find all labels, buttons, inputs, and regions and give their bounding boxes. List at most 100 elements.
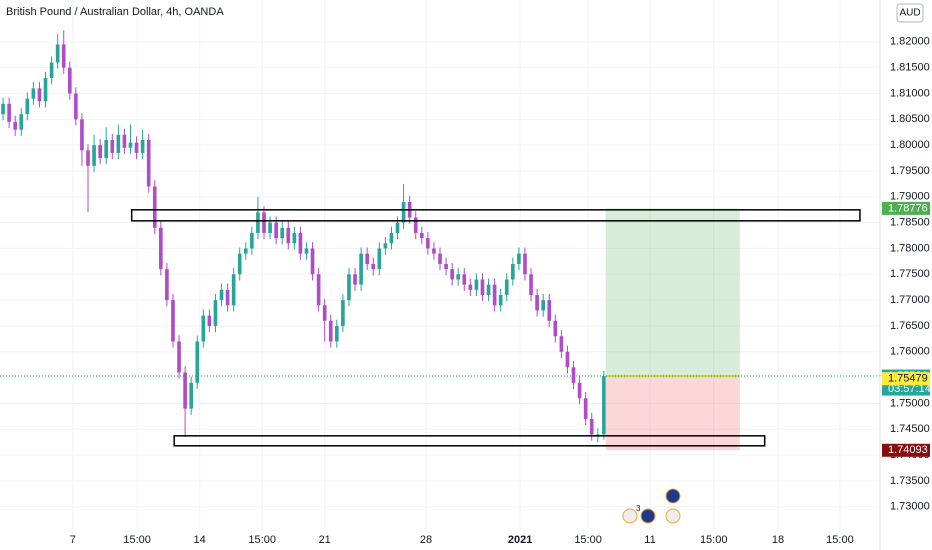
candle-body xyxy=(13,121,17,130)
y-tick-label: 1.76500 xyxy=(890,320,930,332)
x-tick-label: 15:00 xyxy=(826,534,854,546)
y-tick-label: 1.76000 xyxy=(890,346,930,358)
stop-zone xyxy=(605,376,740,451)
candle-body xyxy=(602,376,606,435)
candle-body xyxy=(316,274,321,306)
candle-body xyxy=(450,269,454,280)
y-tick-label: 1.79000 xyxy=(890,191,930,203)
candle-body xyxy=(195,341,200,383)
x-tick-label: 11 xyxy=(644,534,655,546)
y-tick-label: 1.78500 xyxy=(890,217,930,229)
y-tick-label: 1.80500 xyxy=(890,113,930,125)
candle-body xyxy=(371,263,376,270)
candle-body xyxy=(486,284,491,295)
candle-body xyxy=(529,274,533,295)
price-label: 1.75479 xyxy=(888,373,928,385)
x-tick-label: 21 xyxy=(319,534,331,546)
candle-body xyxy=(237,253,242,275)
chart-title: British Pound / Australian Dollar, 4h, O… xyxy=(6,6,224,18)
price-label-box xyxy=(882,201,930,215)
y-tick-label: 1.82000 xyxy=(890,36,930,48)
candle-body xyxy=(159,227,163,270)
y-tick-label: 1.73500 xyxy=(890,475,930,487)
candle-body xyxy=(523,253,527,275)
y-tick-label: 1.81500 xyxy=(890,62,930,74)
candle-body xyxy=(128,142,133,148)
currency-label[interactable]: AUD xyxy=(899,8,920,19)
candle-body xyxy=(389,232,394,244)
candle-body xyxy=(383,243,388,249)
y-tick-label: 1.79500 xyxy=(890,165,930,177)
candle-body xyxy=(104,139,109,159)
candle-body xyxy=(165,269,169,301)
price-label: 1.74093 xyxy=(888,444,928,456)
x-tick-label: 28 xyxy=(420,534,432,546)
candle-body xyxy=(61,44,66,68)
event-icons xyxy=(622,488,681,524)
x-tick-label: 15:00 xyxy=(574,534,602,546)
candle-body xyxy=(225,289,230,306)
candle-body xyxy=(426,238,430,249)
y-tick-label: 1.80000 xyxy=(890,139,930,151)
candle-body xyxy=(413,217,418,233)
candle-body xyxy=(25,98,30,115)
candle-body xyxy=(432,248,436,254)
candle-body xyxy=(365,253,369,264)
candle-body xyxy=(19,114,24,130)
candle-body xyxy=(37,88,42,102)
plot xyxy=(0,0,880,530)
zone-rectangle xyxy=(130,209,861,222)
candle-body xyxy=(347,274,351,301)
candle-body xyxy=(250,232,254,249)
candle-body xyxy=(292,232,297,244)
candle-body xyxy=(92,145,96,166)
candle-body xyxy=(146,139,151,187)
candle-body xyxy=(55,44,60,63)
candle-body xyxy=(177,341,181,373)
candle-body xyxy=(183,372,187,409)
x-tick-label: 2021 xyxy=(508,534,532,546)
candle-body xyxy=(213,300,218,326)
x-tick-label: 15:00 xyxy=(248,534,276,546)
x-tick-label: 14 xyxy=(194,534,206,546)
candle-body xyxy=(438,253,442,264)
candle-body xyxy=(328,320,333,342)
x-tick-label: 15:00 xyxy=(700,534,728,546)
candle-body xyxy=(589,418,594,435)
target-zone xyxy=(605,208,740,377)
y-tick-label: 1.78000 xyxy=(890,242,930,254)
candle-body xyxy=(219,289,224,301)
candle-body xyxy=(31,88,36,99)
currency-button[interactable] xyxy=(896,3,924,23)
price-label-box xyxy=(882,372,930,386)
candle-body xyxy=(280,227,285,239)
price-label-box xyxy=(882,443,930,457)
candle-body xyxy=(577,382,582,399)
candle-body xyxy=(322,305,327,321)
y-tick-label: 1.73000 xyxy=(890,501,930,513)
candle-body xyxy=(274,222,278,239)
candle-body xyxy=(504,279,509,295)
candle-body xyxy=(341,300,345,326)
candle-body xyxy=(140,139,145,153)
candle-body xyxy=(492,284,497,306)
price-label: 1.78776 xyxy=(888,202,928,214)
candle-body xyxy=(468,284,473,290)
candle-body xyxy=(419,232,424,239)
candle-body xyxy=(535,294,539,311)
candle-body xyxy=(377,248,382,270)
x-tick-label: 7 xyxy=(70,534,76,546)
candle-body xyxy=(207,315,212,326)
candle-body xyxy=(553,320,558,337)
candle-body xyxy=(517,253,521,264)
candle-body xyxy=(98,145,102,159)
candle-body xyxy=(152,186,157,228)
candle-body xyxy=(43,78,48,102)
y-tick-label: 1.81000 xyxy=(890,87,930,99)
candle-body xyxy=(116,134,121,153)
candle-body xyxy=(7,103,11,122)
candle-body xyxy=(171,300,175,342)
candle-body xyxy=(359,253,363,285)
candle-body xyxy=(511,263,515,280)
